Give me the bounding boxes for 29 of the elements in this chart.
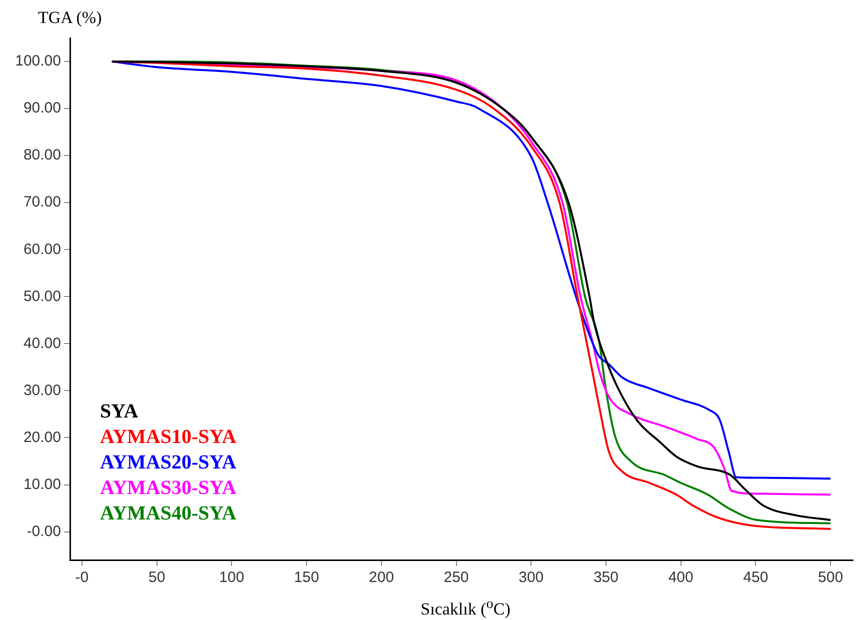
y-tick-label: 80.00 (23, 146, 61, 164)
x-tick-label: -0 (75, 569, 89, 586)
y-tick-label: 20.00 (23, 428, 61, 446)
x-tick-label: 200 (368, 569, 394, 586)
text: AYMAS20-SYA (100, 452, 237, 474)
y-tick-label: 50.00 (23, 288, 61, 305)
y-axis-title: TGA (%) (38, 8, 102, 28)
text: AYMAS30-SYA (100, 477, 237, 500)
x-axis-title: Sıcaklık ($^{o}$C) (420, 596, 512, 620)
y-tick-label: 30.00 (23, 382, 61, 399)
text: AYMAS10-SYA (100, 426, 237, 448)
x-tick-label: 100 (219, 569, 244, 586)
y-tick-label: 100.00 (15, 52, 61, 70)
x-tick-label: 350 (593, 569, 618, 586)
y-tick-label: -0.00 (26, 522, 61, 540)
x-tick-label: 400 (668, 569, 694, 586)
y-tick-label: 90.00 (23, 100, 61, 117)
x-tick-label: 500 (818, 569, 844, 586)
x-tick-label: 150 (294, 569, 320, 586)
y-tick-label: 60.00 (23, 240, 61, 258)
y-tick-label: 70.00 (23, 194, 61, 211)
x-tick-label: 450 (743, 569, 768, 586)
text: AYMAS40-SYA (100, 502, 237, 525)
y-tick-label: 10.00 (23, 476, 61, 493)
y-tick-label: 40.00 (23, 334, 61, 352)
text: SYA (100, 400, 139, 423)
x-tick-label: 250 (444, 569, 469, 586)
x-tick-label: 300 (518, 569, 544, 586)
x-tick-label: 50 (148, 569, 166, 586)
